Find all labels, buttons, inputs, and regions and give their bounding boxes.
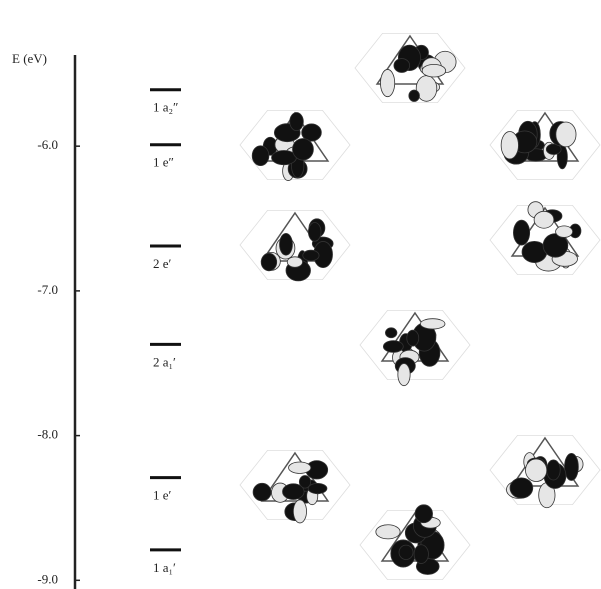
orbital-lobe xyxy=(292,499,307,524)
orbital-lobe xyxy=(260,252,278,272)
orbital-lobe xyxy=(555,225,574,238)
orbital-lobe xyxy=(298,475,312,489)
orbital-lobe xyxy=(292,138,314,161)
orbital-lobe xyxy=(375,524,401,540)
level-label: 1 a₂″ xyxy=(153,100,178,115)
orbital-lobe xyxy=(406,329,420,347)
orbital-lobe xyxy=(289,112,304,132)
frame xyxy=(359,309,471,381)
frame xyxy=(489,109,601,181)
orbital-lobe xyxy=(251,145,270,167)
orbital-lobe xyxy=(525,458,548,482)
level-label: 2 a₁′ xyxy=(153,354,176,369)
orbital-lobe xyxy=(564,452,579,481)
orbital-lobe xyxy=(288,461,312,474)
orbital-images xyxy=(239,32,601,581)
orbital-lobe xyxy=(414,504,433,524)
level-label: 1 e″ xyxy=(153,155,174,170)
orbital-lobe xyxy=(413,544,429,564)
frame xyxy=(239,209,351,281)
orbital-lobe xyxy=(533,210,555,229)
orbital-lobe xyxy=(382,340,404,353)
orbital-lobe xyxy=(500,131,519,160)
orbital-lobe xyxy=(509,477,534,499)
orbital-lobe xyxy=(542,233,569,258)
level-label: 2 e′ xyxy=(153,256,172,271)
level-label: 1 e′ xyxy=(153,488,172,503)
orbital-lobe xyxy=(385,327,398,339)
orbital-lobe xyxy=(513,219,531,246)
level-label: 1 a₁′ xyxy=(153,560,176,575)
orbital-lobe xyxy=(421,63,447,78)
frame xyxy=(354,32,466,104)
orbital-lobe xyxy=(380,69,396,98)
orbital-lobe xyxy=(546,459,561,481)
frame xyxy=(239,449,351,521)
orbital-lobe xyxy=(555,121,577,148)
orbital-lobe xyxy=(393,58,411,73)
frame xyxy=(489,204,601,276)
orbital-lobe xyxy=(397,363,411,387)
orbital-lobe xyxy=(252,482,272,502)
orbital-lobe xyxy=(419,318,446,330)
orbital-lobe xyxy=(286,256,303,268)
y-tick-label: -9.0 xyxy=(37,571,58,586)
orbital-lobe xyxy=(307,482,328,495)
orbital-lobe xyxy=(279,232,293,256)
y-tick-label: -6.0 xyxy=(37,137,58,152)
orbital-lobe xyxy=(398,544,414,560)
orbital-lobe xyxy=(302,249,320,262)
orbital-lobe xyxy=(308,222,322,242)
orbital-lobe xyxy=(301,123,322,142)
frame xyxy=(489,434,601,506)
frame xyxy=(359,509,471,581)
y-tick-label: -7.0 xyxy=(37,282,58,297)
orbital-lobe xyxy=(408,89,420,102)
orbital-lobe xyxy=(282,483,305,500)
y-tick-label: -8.0 xyxy=(37,427,58,442)
orbital-lobe xyxy=(545,143,562,155)
frame xyxy=(239,109,351,181)
axis-label: E (eV) xyxy=(12,51,47,66)
